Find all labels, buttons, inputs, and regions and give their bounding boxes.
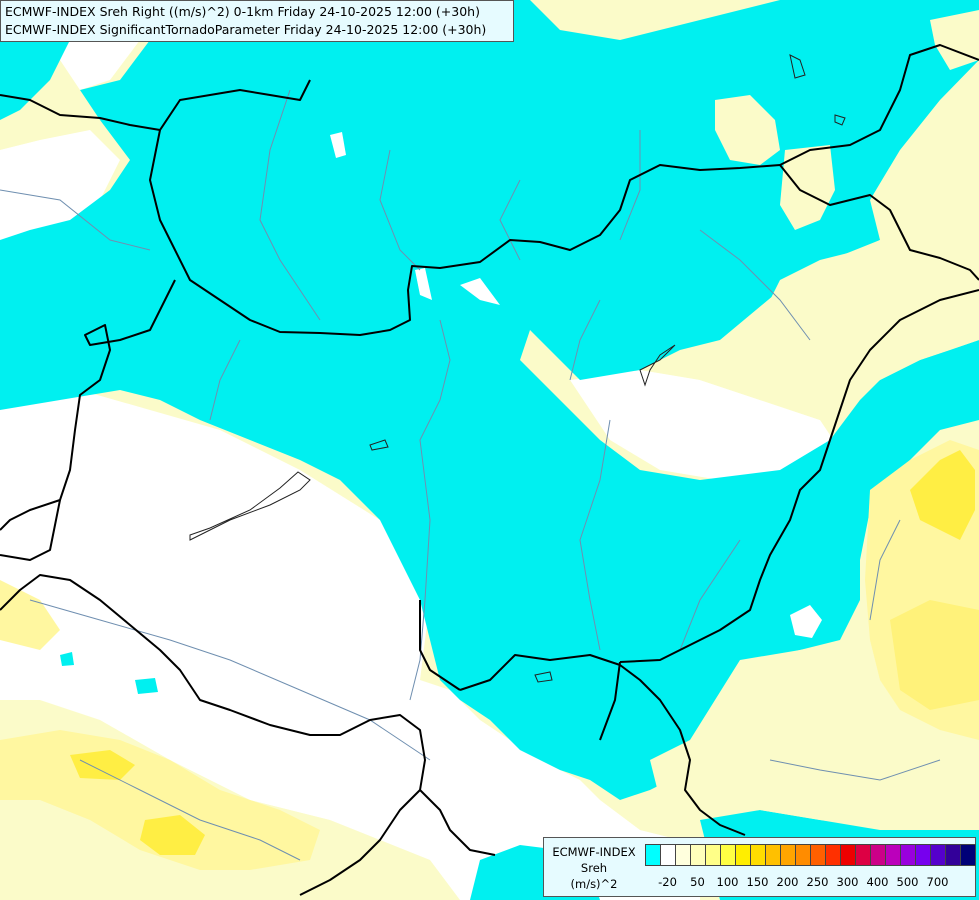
field-white-east: [570, 370, 840, 480]
legend-swatch: [945, 844, 961, 866]
border-east: [619, 289, 979, 663]
field-yellow-northeast: [715, 95, 780, 165]
legend-ticks: -20 50 100 150 200 250 300 400 500 700: [645, 875, 975, 891]
field-yellow-east-band: [700, 240, 979, 420]
border-southwest: [0, 574, 496, 856]
field-yellow-west-mid: [0, 580, 60, 650]
legend-swatch: [870, 844, 886, 866]
border-southeast-inner: [599, 661, 621, 741]
field-white-speck-1: [330, 132, 346, 158]
field-white-northwest: [0, 130, 120, 240]
legend-tick-label: 150: [746, 875, 769, 889]
title-line-1: ECMWF-INDEX Sreh Right ((m/s)^2) 0-1km F…: [5, 4, 480, 19]
legend-swatch: [675, 844, 691, 866]
field-yellow-southwest-peak-2: [140, 815, 205, 855]
field-white-speck-3: [415, 268, 432, 300]
legend-swatch: [645, 844, 661, 866]
field-white-speck-2: [460, 278, 500, 305]
legend-swatch: [780, 844, 796, 866]
field-yellow-east-mid: [890, 600, 979, 710]
legend-tick-label: -20: [658, 875, 677, 889]
legend-swatch: [855, 844, 871, 866]
border-northeast: [779, 44, 979, 166]
border-hungary-south: [419, 600, 461, 691]
border-west: [0, 279, 176, 531]
field-cyan-speck-1: [135, 678, 158, 694]
legend-tick-label: 100: [716, 875, 739, 889]
legend-swatch: [825, 844, 841, 866]
legend-tick-label: 250: [806, 875, 829, 889]
border-croatia-south: [299, 789, 421, 896]
legend-tick-label: 500: [896, 875, 919, 889]
legend-title: ECMWF-INDEX Sreh (m/s)^2: [546, 844, 642, 892]
legend-title-line-2: Sreh: [580, 861, 608, 875]
admin-lines: [189, 54, 846, 683]
legend-title-line-3: (m/s)^2: [570, 877, 618, 891]
legend-swatch: [915, 844, 931, 866]
legend-title-line-1: ECMWF-INDEX: [552, 845, 636, 859]
legend-swatch: [765, 844, 781, 866]
legend-swatch: [735, 844, 751, 866]
title-line-2: ECMWF-INDEX SignificantTornadoParameter …: [5, 22, 487, 37]
legend-swatch: [660, 844, 676, 866]
legend-swatches: [645, 844, 976, 866]
legend-swatch: [840, 844, 856, 866]
color-legend: ECMWF-INDEX Sreh (m/s)^2 -20 50 100 150 200 2…: [543, 837, 976, 897]
legend-swatch: [900, 844, 916, 866]
legend-tick-label: 50: [690, 875, 705, 889]
field-cyan-speck-2: [60, 652, 74, 666]
legend-swatch: [690, 844, 706, 866]
country-borders: [0, 44, 979, 896]
field-yellow-southwest-peak-1: [70, 750, 135, 780]
legend-swatch: [930, 844, 946, 866]
legend-tick-label: 700: [926, 875, 949, 889]
legend-swatch: [810, 844, 826, 866]
field-cyan-main: [0, 0, 979, 800]
border-north: [0, 94, 979, 336]
title-box: ECMWF-INDEX Sreh Right ((m/s)^2) 0-1km F…: [0, 0, 514, 42]
field-yellow-east-edge: [930, 150, 979, 200]
legend-swatch: [795, 844, 811, 866]
legend-tick-label: 300: [836, 875, 859, 889]
field-white-east-patch: [790, 605, 822, 638]
legend-swatch: [960, 844, 976, 866]
field-yellow-northeast-2: [780, 145, 835, 230]
legend-swatch: [705, 844, 721, 866]
field-white-southwest: [0, 390, 700, 900]
legend-swatch: [750, 844, 766, 866]
legend-swatch: [885, 844, 901, 866]
border-west-inner: [0, 499, 61, 561]
legend-tick-label: 200: [776, 875, 799, 889]
field-yellow-east-peak: [910, 450, 975, 540]
legend-swatch: [720, 844, 736, 866]
legend-tick-label: 400: [866, 875, 889, 889]
border-north-2: [159, 79, 311, 131]
border-south: [459, 654, 746, 836]
